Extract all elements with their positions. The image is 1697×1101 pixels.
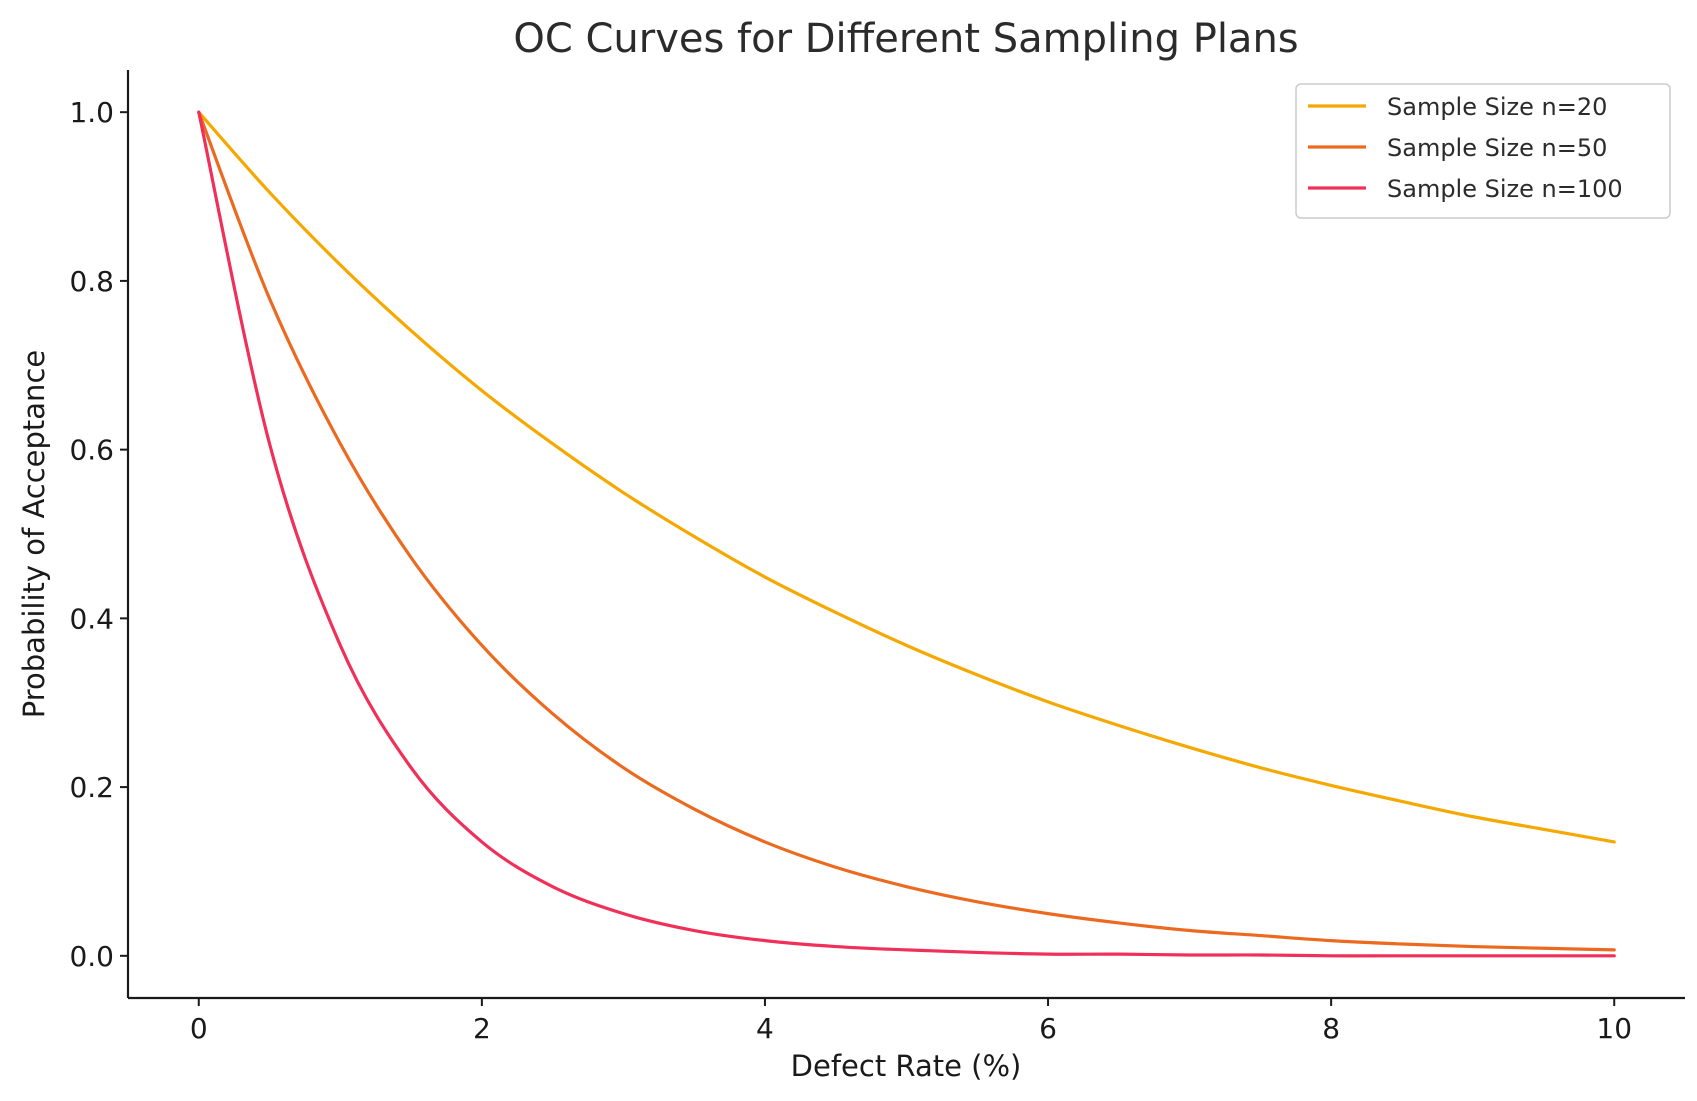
- y-tick-label: 0.0: [69, 940, 114, 973]
- x-axis-title: Defect Rate (%): [791, 1049, 1022, 1083]
- x-tick-label: 6: [1039, 1012, 1057, 1045]
- series-line-3: [197, 110, 1616, 958]
- y-tick-label: 0.8: [69, 265, 114, 298]
- legend-frame: [1295, 83, 1671, 219]
- legend-label-2: Sample Size n=50: [1387, 134, 1607, 162]
- x-tick-label: 10: [1596, 1012, 1632, 1045]
- x-tick-label: 0: [190, 1012, 208, 1045]
- series-line-2: [197, 110, 1616, 952]
- x-tick-label: 8: [1322, 1012, 1340, 1045]
- legend-label-3: Sample Size n=100: [1387, 175, 1623, 203]
- legend-items: Sample Size n=20 Sample Size n=50 Sample S…: [1308, 93, 1623, 203]
- legend: Sample Size n=20 Sample Size n=50 Sample S…: [1295, 83, 1671, 219]
- y-tick-label: 0.4: [69, 602, 114, 635]
- y-tick-label: 0.6: [69, 434, 114, 467]
- y-tick-label: 1.0: [69, 96, 114, 129]
- axes-layer: [126, 70, 1685, 1000]
- chart-title: OC Curves for Different Sampling Plans: [513, 16, 1298, 62]
- series-line-1: [197, 110, 1616, 844]
- x-tick-label: 4: [756, 1012, 774, 1045]
- x-tick-label: 2: [473, 1012, 491, 1045]
- ticks-layer: 0 2 4 6 8 10 0.0 0.2 0.4 0.6 0.8 1.0: [69, 96, 1632, 1045]
- y-axis-title: Probability of Acceptance: [17, 350, 51, 718]
- series-layer: [197, 110, 1616, 958]
- legend-label-1: Sample Size n=20: [1387, 93, 1607, 121]
- y-tick-label: 0.2: [69, 771, 114, 804]
